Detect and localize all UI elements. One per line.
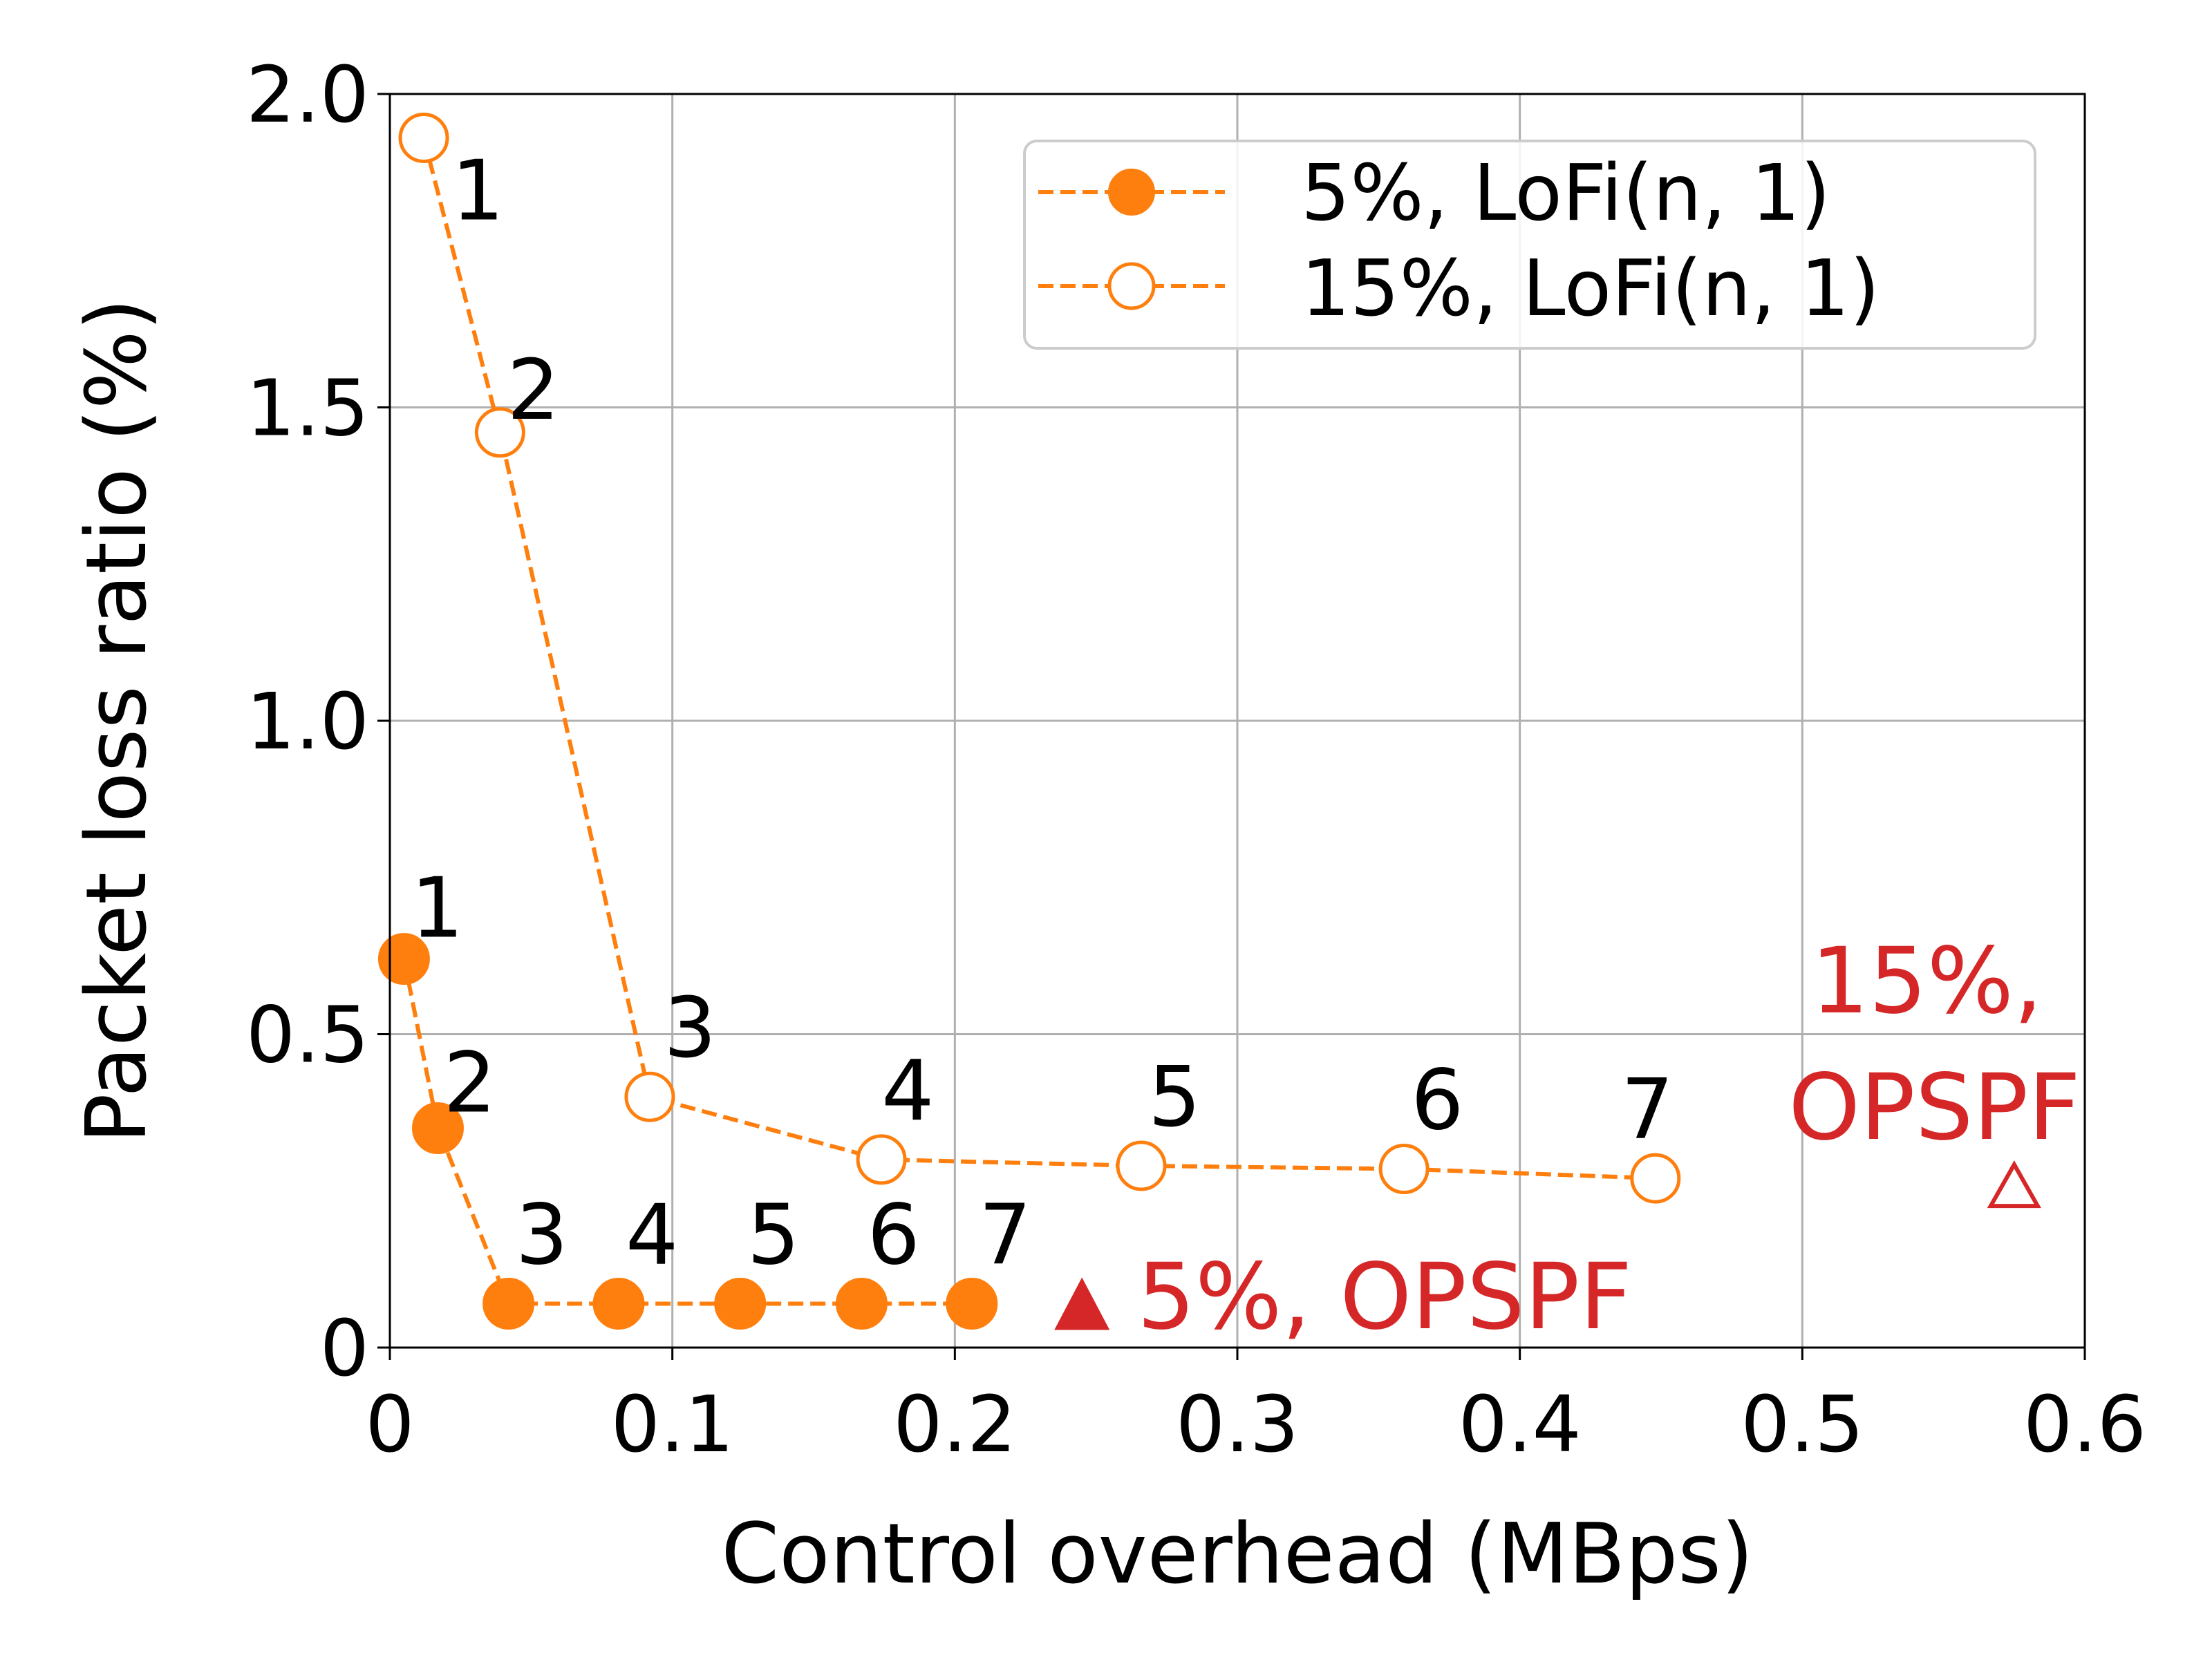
- x-tick-label: 0: [365, 1380, 414, 1470]
- y-tick-label: 2.0: [246, 50, 369, 140]
- y-axis-label: Packet loss ratio (%): [69, 298, 165, 1143]
- opspf-5-triangle-marker: [1054, 1277, 1110, 1330]
- series-1-marker: [592, 1278, 645, 1330]
- series-1-marker: [411, 1102, 464, 1155]
- point-label: 6: [867, 1188, 919, 1284]
- series-2-marker: [1378, 1144, 1430, 1195]
- legend-label-5pct: 5%, LoFi(n, 1): [1301, 149, 1830, 238]
- legend-entry-15pct: 15%, LoFi(n, 1): [1038, 244, 1880, 334]
- series-2-marker: [1116, 1140, 1167, 1191]
- point-label: 2: [507, 343, 559, 439]
- series-2-marker: [398, 112, 449, 163]
- series-2-marker: [1630, 1153, 1681, 1204]
- series-2-marker: [624, 1071, 675, 1122]
- x-tick-label: 0.1: [611, 1380, 734, 1470]
- series-markers: [377, 112, 1681, 1330]
- point-label: 1: [451, 143, 504, 239]
- opspf-15-label-line-1: 15%,: [1811, 928, 2043, 1035]
- opspf-15-label-line-2: OPSPF: [1788, 1055, 2081, 1161]
- series-1-marker: [714, 1278, 767, 1330]
- legend-entry-5pct: 5%, LoFi(n, 1): [1038, 149, 1830, 238]
- legend: 5%, LoFi(n, 1) 15%, LoFi(n, 1): [1023, 140, 2036, 350]
- point-label: 7: [1621, 1062, 1674, 1158]
- x-tick-label: 0.4: [1459, 1380, 1582, 1470]
- series-1-marker: [377, 933, 430, 985]
- point-label: 3: [516, 1188, 568, 1284]
- opspf-5-label: 5%, OPSPF: [1137, 1244, 1632, 1350]
- y-tick-label: 1.5: [246, 364, 369, 454]
- point-label: 5: [1148, 1050, 1201, 1146]
- opspf-15-triangle-marker: [1987, 1160, 2041, 1209]
- x-tick-label: 0.3: [1176, 1380, 1299, 1470]
- y-axis-ticks: 0 0.5 1.0 1.5 2.0: [246, 50, 390, 1394]
- x-axis-label: Control overhead (MBps): [721, 1507, 1753, 1603]
- x-tick-label: 0.2: [893, 1380, 1016, 1470]
- legend-label-15pct: 15%, LoFi(n, 1): [1301, 244, 1880, 334]
- y-tick-label: 0.5: [246, 991, 369, 1081]
- y-tick-label: 0: [320, 1304, 369, 1394]
- legend-marker-hollow: [1107, 262, 1156, 310]
- annotation-opspf-15: 15%, OPSPF: [1788, 928, 2081, 1209]
- x-tick-label: 0.6: [2023, 1380, 2146, 1470]
- x-axis-ticks: 0 0.1 0.2 0.3 0.4 0.5 0.6: [365, 1348, 2146, 1470]
- point-label: 1: [411, 861, 463, 957]
- series-1-marker: [482, 1278, 535, 1330]
- series-1-marker: [946, 1278, 998, 1330]
- x-tick-label: 0.5: [1741, 1380, 1864, 1470]
- point-label: 3: [664, 981, 716, 1077]
- series-1-marker: [835, 1278, 888, 1330]
- point-label: 2: [443, 1036, 496, 1132]
- annotation-opspf-5: 5%, OPSPF: [1054, 1244, 1632, 1350]
- legend-marker-filled: [1108, 169, 1155, 216]
- legend-box: [1023, 140, 2036, 350]
- point-label: 4: [626, 1188, 678, 1284]
- point-label: 6: [1411, 1053, 1463, 1149]
- point-label: 4: [881, 1044, 934, 1140]
- series-2-marker: [856, 1134, 907, 1185]
- series-2-marker: [474, 407, 525, 458]
- y-tick-label: 1.0: [246, 677, 369, 767]
- point-label: 5: [747, 1188, 800, 1284]
- point-label: 7: [979, 1188, 1031, 1284]
